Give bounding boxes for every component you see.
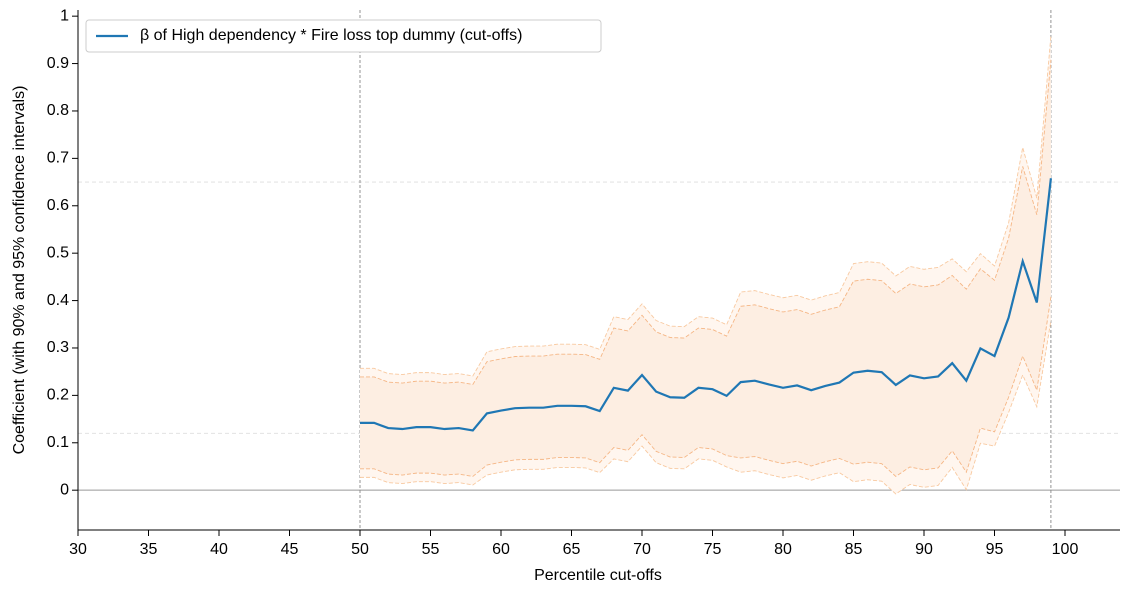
band-edge	[360, 296, 1052, 478]
x-tick-label: 50	[351, 541, 369, 558]
x-tick-label: 70	[633, 541, 651, 558]
x-tick-label: 100	[1052, 541, 1079, 558]
x-tick-label: 30	[69, 541, 87, 558]
y-tick-label: 0.5	[47, 244, 69, 261]
y-tick-label: 0.3	[47, 339, 69, 356]
x-tick-label: 60	[492, 541, 510, 558]
x-tick-label: 85	[845, 541, 863, 558]
band-edge	[360, 36, 1052, 377]
y-tick-label: 0	[60, 481, 69, 498]
y-tick-label: 1	[60, 7, 69, 24]
x-tick-label: 55	[422, 541, 440, 558]
y-tick-label: 0.8	[47, 102, 69, 119]
x-tick-label: 95	[986, 541, 1004, 558]
x-axis-label: Percentile cut-offs	[534, 567, 662, 584]
series-line	[360, 178, 1053, 432]
band-edge	[360, 320, 1052, 495]
y-tick-label: 0.6	[47, 197, 69, 214]
x-tick-label: 75	[704, 541, 722, 558]
x-tick-label: 90	[915, 541, 933, 558]
y-tick-label: 0.2	[47, 387, 69, 404]
legend-box	[85, 19, 602, 53]
legend-label: β of High dependency * Fire loss top dum…	[140, 27, 522, 44]
y-tick-label: 0.7	[47, 150, 69, 167]
y-tick-label: 0.9	[47, 55, 69, 72]
y-axis-label: Coefficient (with 90% and 95% confidence…	[11, 86, 28, 455]
x-tick-label: 35	[140, 541, 158, 558]
x-tick-label: 40	[210, 541, 228, 558]
y-tick-label: 0.1	[47, 434, 69, 451]
y-tick-label: 0.4	[47, 292, 69, 309]
x-tick-label: 45	[281, 541, 299, 558]
x-tick-label: 80	[774, 541, 792, 558]
x-tick-label: 65	[563, 541, 581, 558]
